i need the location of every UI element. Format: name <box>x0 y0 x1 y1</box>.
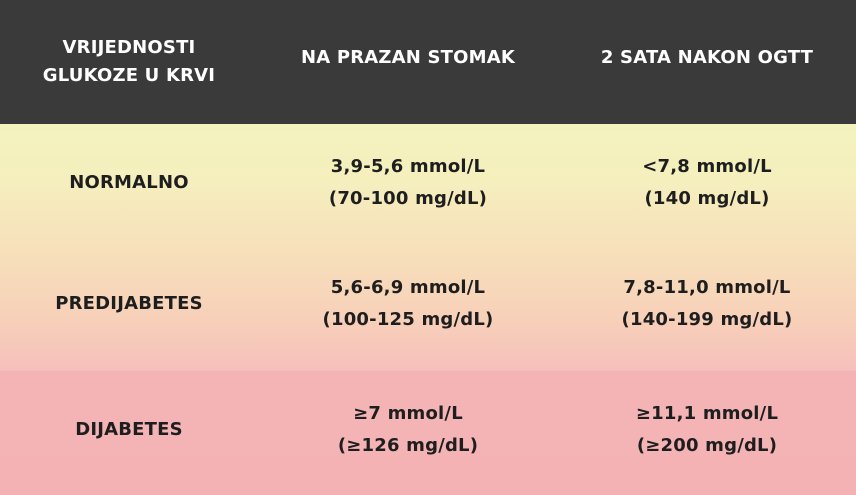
header-fasting-label: NA PRAZAN STOMAK <box>300 47 516 68</box>
prediabetes-fasting-cell: 5,6-6,9 mmol/L (100-125 mg/dL) <box>258 242 558 366</box>
normal-fasting-cell: 3,9-5,6 mmol/L (70-100 mg/dL) <box>258 124 558 242</box>
diabetes-fasting-cell: ≥7 mmol/L (≥126 mg/dL) <box>258 366 558 494</box>
normal-fasting-mmol: 3,9-5,6 mmol/L <box>330 156 486 177</box>
prediabetes-fasting-mmol: 5,6-6,9 mmol/L <box>330 277 486 298</box>
header-glucose-values: VRIJEDNOSTI GLUKOZE U KRVI <box>0 0 258 124</box>
diabetes-ogtt-mgdl: (≥200 mg/dL) <box>636 435 778 456</box>
row-label-normal: NORMALNO <box>0 124 258 242</box>
prediabetes-ogtt-mmol: 7,8-11,0 mmol/L <box>623 277 791 298</box>
row-label-diabetes: DIJABETES <box>0 366 258 494</box>
table-header: VRIJEDNOSTI GLUKOZE U KRVI NA PRAZAN STO… <box>0 0 856 124</box>
row-label-prediabetes-text: PREDIJABETES <box>55 293 203 314</box>
normal-ogtt-mmol: <7,8 mmol/L <box>642 156 772 177</box>
row-label-diabetes-text: DIJABETES <box>75 419 183 440</box>
normal-fasting-mgdl: (70-100 mg/dL) <box>328 188 488 209</box>
diabetes-fasting-mmol: ≥7 mmol/L <box>353 403 463 424</box>
header-ogtt: 2 SATA NAKON OGTT <box>558 0 856 116</box>
header-ogtt-label: 2 SATA NAKON OGTT <box>600 47 814 68</box>
prediabetes-ogtt-cell: 7,8-11,0 mmol/L (140-199 mg/dL) <box>558 242 856 366</box>
diabetes-ogtt-mmol: ≥11,1 mmol/L <box>635 403 779 424</box>
normal-ogtt-cell: <7,8 mmol/L (140 mg/dL) <box>558 124 856 242</box>
diabetes-ogtt-cell: ≥11,1 mmol/L (≥200 mg/dL) <box>558 366 856 494</box>
header-glucose-values-line2: GLUKOZE U KRVI <box>42 65 216 86</box>
row-label-normal-text: NORMALNO <box>69 172 189 193</box>
diabetes-fasting-mgdl: (≥126 mg/dL) <box>337 435 479 456</box>
prediabetes-ogtt-mgdl: (140-199 mg/dL) <box>621 309 793 330</box>
header-glucose-values-line1: VRIJEDNOSTI <box>62 37 196 58</box>
row-label-prediabetes: PREDIJABETES <box>0 242 258 366</box>
normal-ogtt-mgdl: (140 mg/dL) <box>644 188 770 209</box>
header-fasting: NA PRAZAN STOMAK <box>258 0 558 116</box>
prediabetes-fasting-mgdl: (100-125 mg/dL) <box>322 309 494 330</box>
